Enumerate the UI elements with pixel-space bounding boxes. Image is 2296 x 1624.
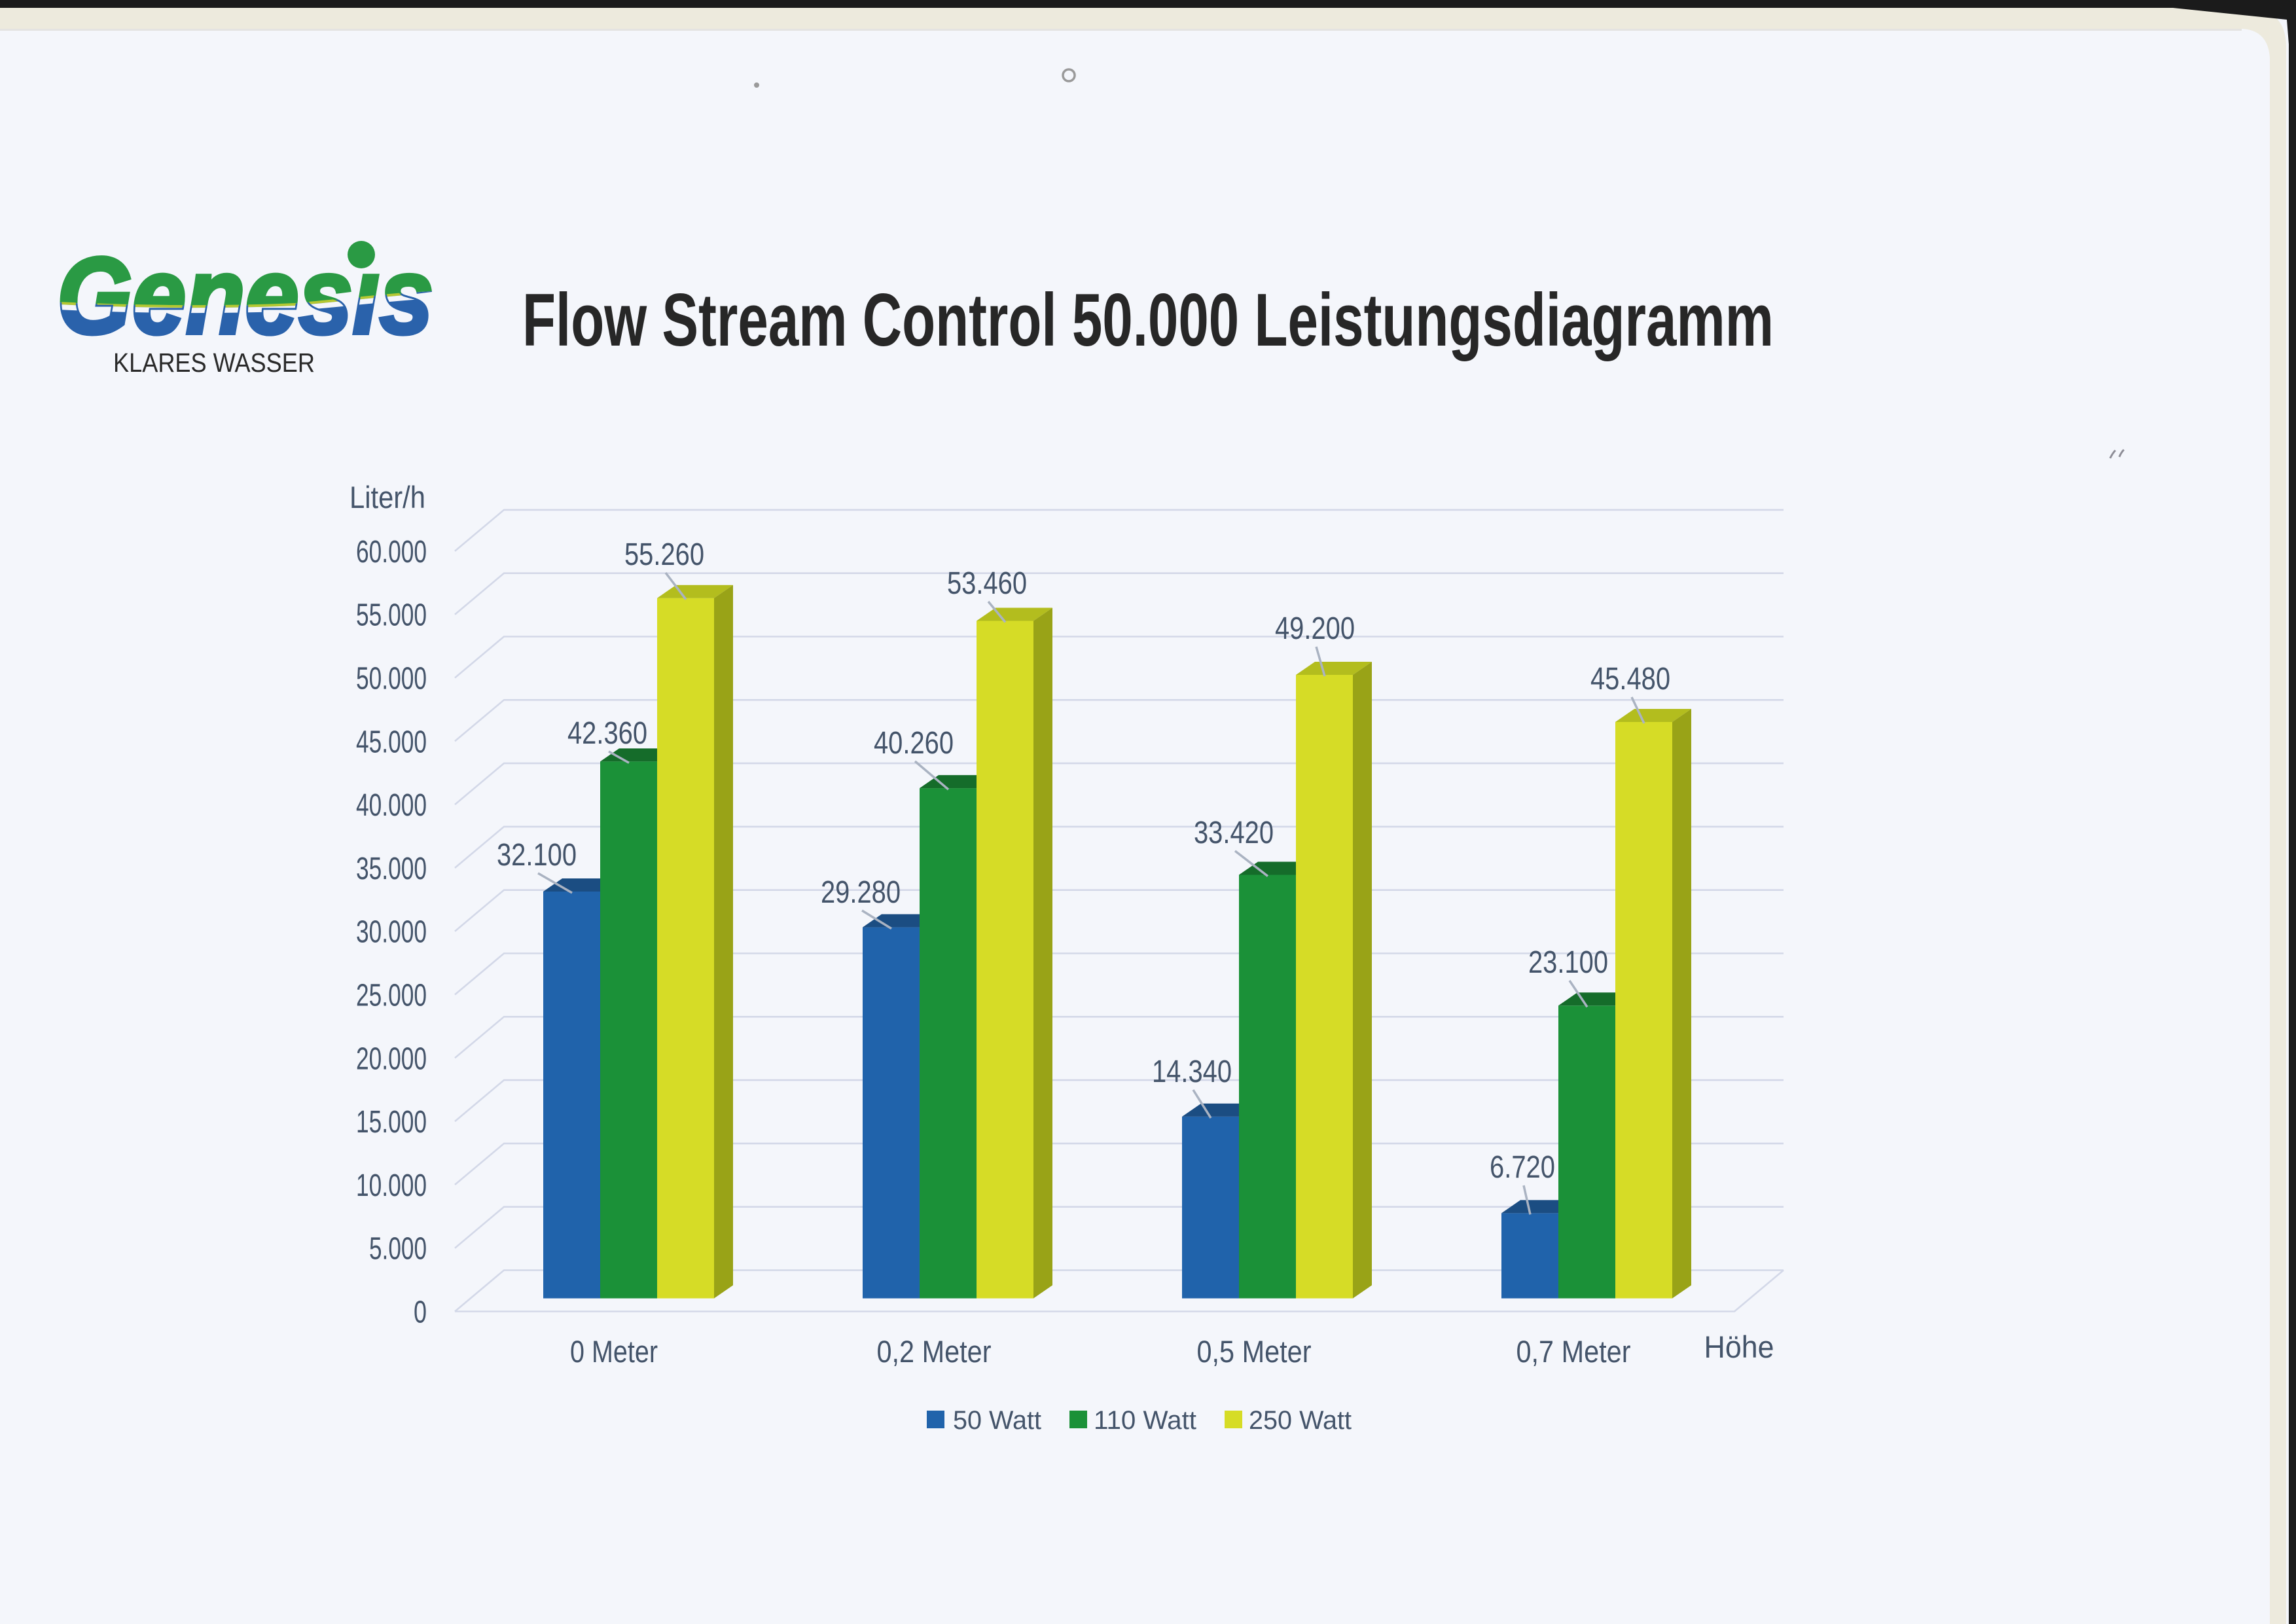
- svg-text:Höhe: Höhe: [1704, 1329, 1774, 1364]
- svg-text:6.720: 6.720: [1490, 1150, 1555, 1185]
- svg-text:29.280: 29.280: [821, 875, 901, 910]
- svg-text:Flow Stream Control 50.000 Lei: Flow Stream Control 50.000 Leistungsdiag…: [522, 279, 1774, 362]
- svg-text:25.000: 25.000: [356, 979, 427, 1013]
- svg-text:60.000: 60.000: [356, 535, 427, 569]
- svg-text:0: 0: [414, 1295, 427, 1330]
- svg-text:0,5 Meter: 0,5 Meter: [1197, 1334, 1312, 1369]
- svg-text:50 Watt: 50 Watt: [953, 1406, 1041, 1435]
- svg-text:0,7 Meter: 0,7 Meter: [1516, 1334, 1631, 1369]
- svg-text:32.100: 32.100: [497, 838, 577, 873]
- svg-text:40.000: 40.000: [356, 788, 427, 823]
- svg-text:250 Watt: 250 Watt: [1249, 1406, 1352, 1435]
- svg-text:20.000: 20.000: [356, 1041, 427, 1076]
- svg-text:30.000: 30.000: [356, 915, 427, 950]
- svg-text:33.420: 33.420: [1194, 816, 1274, 850]
- svg-text:5.000: 5.000: [369, 1232, 427, 1267]
- svg-text:0,2 Meter: 0,2 Meter: [877, 1334, 992, 1369]
- svg-text:55.260: 55.260: [624, 537, 704, 572]
- svg-text:40.260: 40.260: [874, 726, 954, 761]
- svg-text:KLARES WASSER: KLARES WASSER: [113, 348, 315, 378]
- svg-text:50.000: 50.000: [356, 662, 427, 696]
- svg-text:10.000: 10.000: [356, 1168, 427, 1203]
- svg-text:14.340: 14.340: [1152, 1055, 1232, 1089]
- svg-text:Liter/h: Liter/h: [350, 480, 425, 514]
- svg-text:49.200: 49.200: [1275, 611, 1355, 646]
- svg-text:42.360: 42.360: [567, 716, 647, 751]
- svg-text:23.100: 23.100: [1528, 945, 1608, 980]
- svg-text:35.000: 35.000: [356, 852, 427, 886]
- svg-text:15.000: 15.000: [356, 1105, 427, 1140]
- svg-text:0 Meter: 0 Meter: [570, 1334, 658, 1369]
- svg-text:55.000: 55.000: [356, 598, 427, 633]
- svg-text:53.460: 53.460: [947, 566, 1027, 601]
- svg-text:110 Watt: 110 Watt: [1094, 1406, 1196, 1435]
- svg-text:45.480: 45.480: [1590, 662, 1670, 696]
- svg-text:45.000: 45.000: [356, 725, 427, 759]
